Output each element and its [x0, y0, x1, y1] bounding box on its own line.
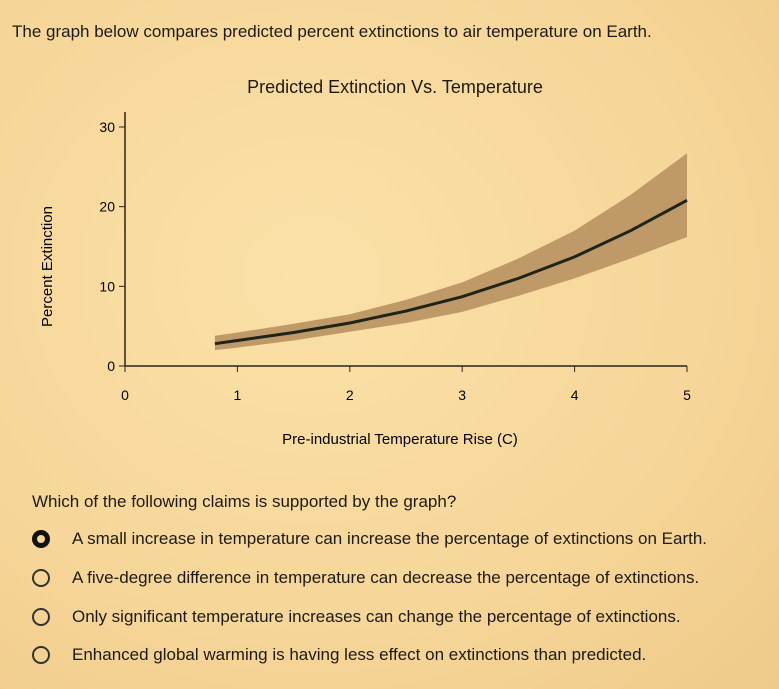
y-tick-label: 0 [107, 358, 115, 374]
prediction-line [214, 198, 688, 346]
intro-text: The graph below compares predicted perce… [12, 22, 652, 41]
radio-button[interactable] [32, 530, 50, 548]
x-axis-label: Pre-industrial Temperature Rise (C) [282, 431, 518, 448]
option-label: Only significant temperature increases c… [72, 607, 681, 626]
option-label: A five-degree difference in temperature … [72, 568, 700, 587]
x-tick-label: 1 [234, 387, 242, 403]
x-tick-label: 5 [683, 387, 691, 403]
x-tick-label: 0 [121, 387, 129, 403]
x-tick-label: 2 [346, 387, 354, 403]
answer-option-1[interactable]: A small increase in temperature can incr… [32, 529, 707, 549]
confidence-band [214, 153, 688, 351]
answer-option-3[interactable]: Only significant temperature increases c… [32, 607, 681, 627]
y-tick-label: 10 [99, 278, 115, 294]
option-label: A small increase in temperature can incr… [72, 529, 708, 548]
x-tick-label: 4 [571, 387, 579, 403]
extinction-chart: Predicted Extinction Vs. Temperature0102… [39, 77, 691, 448]
y-axis-label: Percent Extinction [39, 206, 56, 327]
question-text: Which of the following claims is support… [32, 492, 457, 511]
option-label: Enhanced global warming is having less e… [72, 645, 647, 664]
radio-button[interactable] [32, 646, 50, 664]
radio-button[interactable] [32, 608, 50, 626]
radio-button[interactable] [32, 569, 50, 587]
answer-option-2[interactable]: A five-degree difference in temperature … [32, 568, 699, 588]
answer-option-4[interactable]: Enhanced global warming is having less e… [32, 645, 646, 665]
y-tick-label: 20 [99, 199, 115, 215]
x-tick-label: 3 [458, 387, 466, 403]
y-tick-label: 30 [99, 119, 115, 135]
chart-title: Predicted Extinction Vs. Temperature [247, 77, 543, 97]
